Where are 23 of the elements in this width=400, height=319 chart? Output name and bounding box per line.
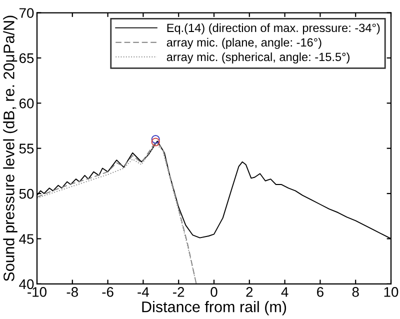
x-tick-label: -8 xyxy=(66,287,78,297)
x-tick-label: 2 xyxy=(246,287,253,297)
y-tick-label: 60 xyxy=(19,98,34,108)
y-tick-label: 70 xyxy=(19,8,34,18)
y-tick-label: 45 xyxy=(19,234,34,244)
y-axis-title: Sound pressure level (dB, re. 20μPa/N) xyxy=(3,16,18,282)
y-tick-label: 40 xyxy=(19,279,34,290)
y-tick-label: 55 xyxy=(19,144,34,154)
x-tick-label: 4 xyxy=(281,287,288,297)
y-tick-label: 50 xyxy=(19,188,34,199)
x-tick-label: 8 xyxy=(352,287,359,297)
x-tick-label: -4 xyxy=(138,287,149,297)
x-tick-label: -6 xyxy=(102,287,114,297)
x-tick-label: -10 xyxy=(28,287,46,297)
x-tick-label: -2 xyxy=(173,287,184,297)
x-axis-title: Distance from rail (m) xyxy=(142,301,286,316)
x-tick-label: 0 xyxy=(210,287,218,297)
x-tick-label: 6 xyxy=(317,287,324,297)
legend-label: Eq.(14) (direction of max. pressure: -34°) xyxy=(167,23,380,34)
legend-label: array mic. (plane, angle: -16°) xyxy=(166,38,322,49)
x-tick-label: 10 xyxy=(384,287,398,297)
legend-label: array mic. (spherical, angle: -15.5°) xyxy=(166,52,350,64)
y-tick-label: 65 xyxy=(19,53,34,64)
